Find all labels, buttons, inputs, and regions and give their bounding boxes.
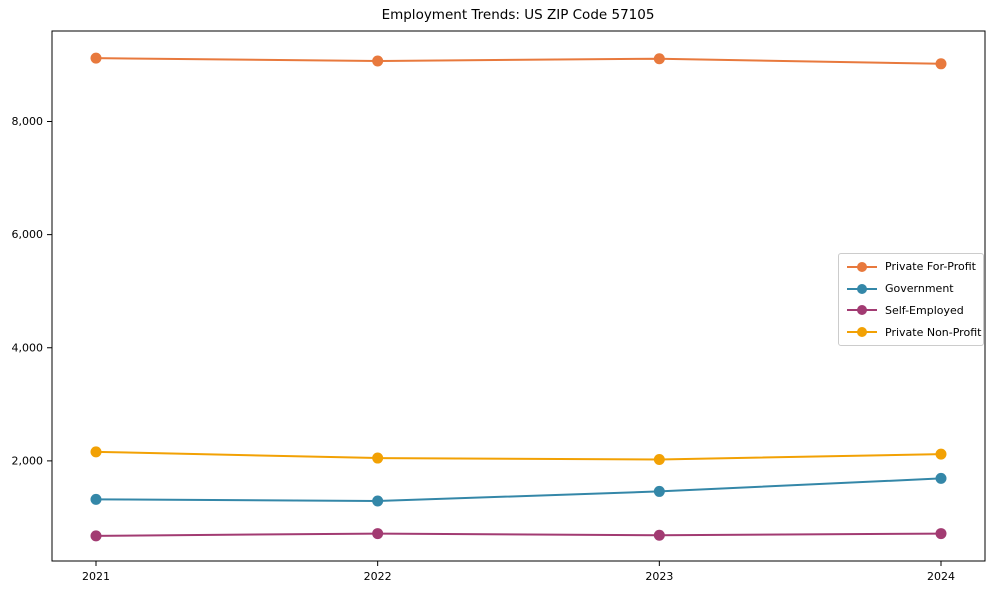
series-line-3 [95, 450, 942, 461]
legend-line-dot-icon [847, 305, 877, 316]
series-line-2 [95, 532, 942, 537]
legend-label: Government [885, 282, 954, 296]
x-tick-label: 2023 [645, 570, 673, 583]
y-tick-label: 2,000 [12, 454, 44, 467]
legend-entry: Government [847, 282, 979, 295]
x-tick-label: 2021 [82, 570, 110, 583]
series-marker-2 [372, 528, 384, 540]
legend-label: Private Non-Profit [885, 325, 982, 339]
series-marker-3 [90, 446, 102, 458]
series-marker-0 [653, 53, 665, 65]
series-marker-0 [372, 55, 384, 67]
series-marker-2 [935, 528, 947, 540]
legend-entry: Self-Employed [847, 304, 979, 317]
legend: Private For-Profit Government Self-Employe… [838, 253, 984, 346]
legend-line-dot-icon [847, 283, 877, 294]
legend-label: Private For-Profit [885, 260, 976, 274]
series-marker-3 [935, 448, 947, 460]
y-tick-label: 4,000 [12, 341, 44, 354]
legend-line-dot-icon [847, 261, 877, 272]
x-tick-label: 2024 [927, 570, 955, 583]
series-marker-3 [372, 452, 384, 464]
series-marker-1 [935, 472, 947, 484]
series-marker-2 [90, 530, 102, 542]
legend-label: Self-Employed [885, 303, 964, 317]
y-tick-label: 8,000 [12, 115, 44, 128]
series-line-0 [95, 57, 942, 65]
chart-title: Employment Trends: US ZIP Code 57105 [381, 7, 655, 23]
legend-entry: Private For-Profit [847, 260, 979, 273]
series-marker-1 [90, 493, 102, 505]
legend-line-dot-icon [847, 327, 877, 338]
x-tick-label: 2022 [364, 570, 392, 583]
series-marker-2 [653, 529, 665, 541]
series-marker-1 [653, 485, 665, 497]
legend-entry: Private Non-Profit [847, 325, 982, 339]
series-marker-3 [653, 453, 665, 465]
y-tick-label: 6,000 [12, 228, 44, 241]
plot-frame [51, 30, 986, 562]
series-marker-0 [90, 52, 102, 64]
series-marker-0 [935, 58, 947, 70]
series-marker-1 [372, 495, 384, 507]
series-line-1 [95, 477, 942, 503]
